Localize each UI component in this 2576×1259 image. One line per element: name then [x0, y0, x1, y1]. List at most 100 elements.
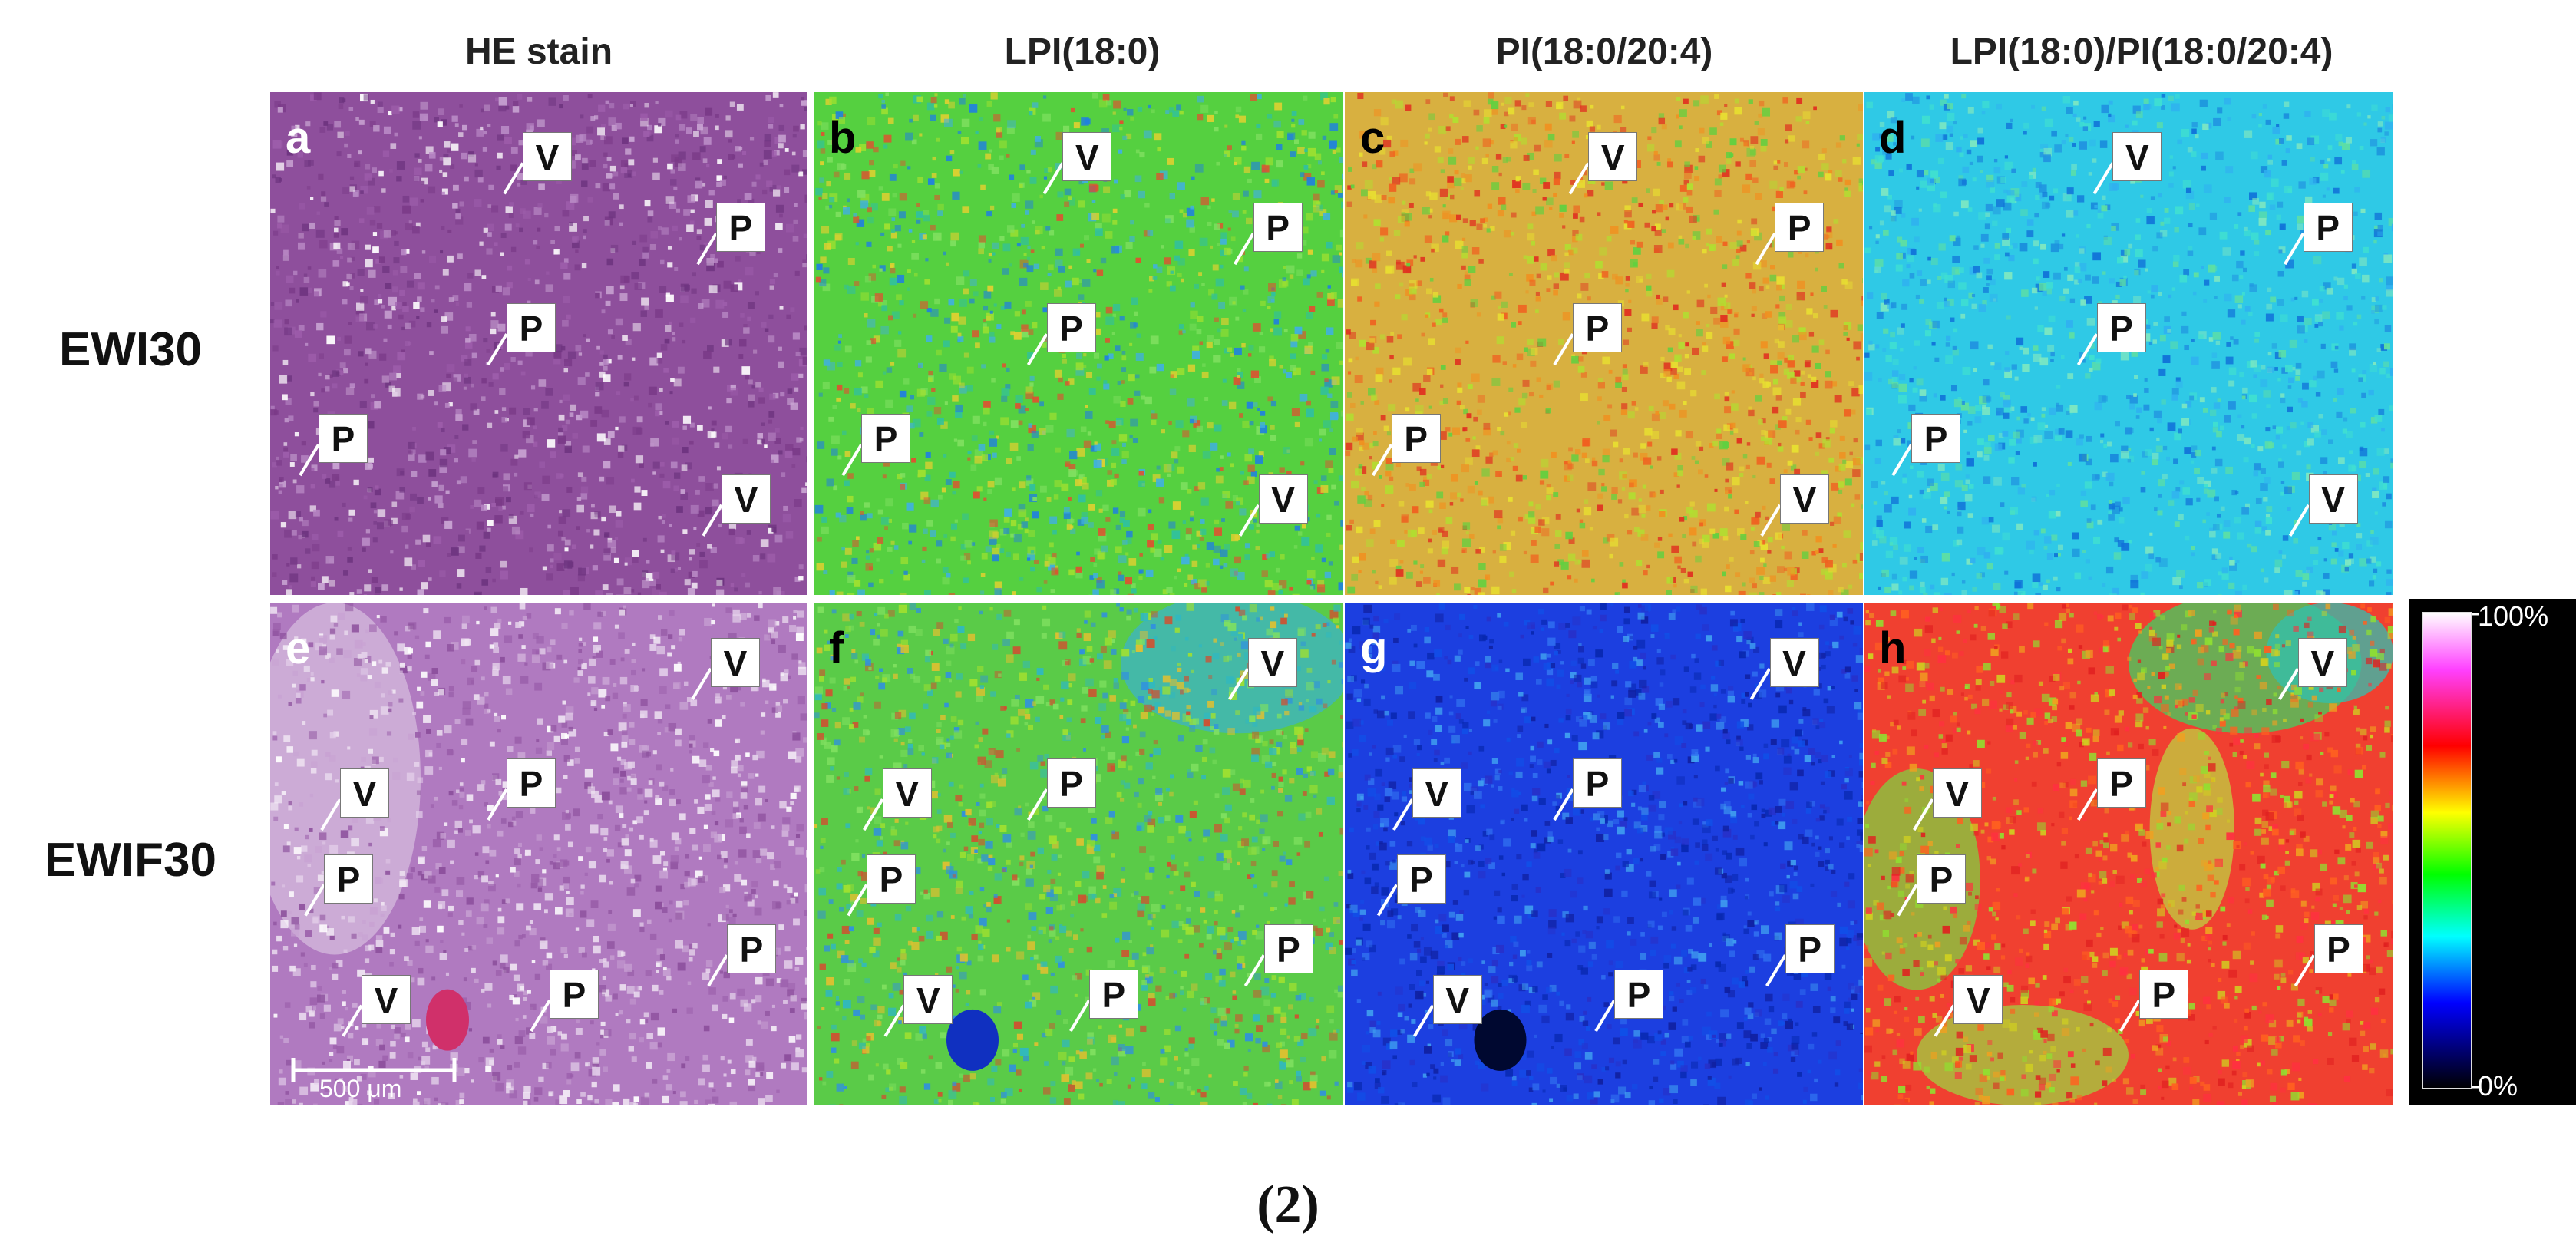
column-header-pi: PI(18:0/20:4) [1495, 31, 1713, 72]
row-header-ewi30: EWI30 [58, 323, 203, 376]
tag-pointer-line [1934, 1004, 1956, 1037]
tag-pointer-line [487, 788, 508, 821]
tag-v: V [1932, 768, 1982, 818]
tag-pointer-line [1026, 788, 1049, 821]
tag-p: P [716, 203, 765, 253]
panel-letter: g [1360, 623, 1388, 673]
tag-pointer-line [487, 333, 508, 366]
tag-p: P [727, 924, 776, 974]
tag-pointer-line [1413, 1004, 1435, 1037]
tag-p: P [1911, 414, 1961, 464]
scale-bar [291, 1058, 457, 1082]
tag-p: P [507, 303, 556, 353]
tag-p: P [861, 414, 911, 464]
tag-p: P [1046, 303, 1096, 353]
tag-pointer-line [2119, 1000, 2141, 1033]
tag-v: V [1412, 768, 1461, 818]
tag-v: V [903, 974, 953, 1024]
panel-a: a V P P P V [270, 92, 807, 595]
tag-p: P [1396, 854, 1446, 904]
panel-letter: e [286, 623, 311, 673]
tag-pointer-line [2076, 333, 2099, 366]
tag-pointer-line [847, 884, 868, 917]
tag-pointer-line [1594, 1000, 1616, 1033]
tag-p: P [507, 758, 556, 808]
tag-pointer-line [1568, 162, 1590, 195]
tag-pointer-line [707, 954, 728, 987]
tag-v: V [2297, 637, 2347, 687]
tag-pointer-line [1392, 798, 1414, 831]
tag-p: P [319, 414, 368, 464]
tag-v: V [1953, 974, 2003, 1024]
panel-letter: h [1879, 623, 1907, 673]
panel-letter: b [829, 113, 857, 163]
tag-p: P [2138, 970, 2188, 1019]
tag-pointer-line [1238, 504, 1260, 537]
tag-pointer-line [841, 444, 863, 477]
tag-p: P [324, 854, 373, 904]
colorbar-gradient [2422, 612, 2479, 1089]
column-header-lpi: LPI(18:0) [1004, 31, 1161, 72]
colorbar: 100% 0% [2409, 599, 2576, 1105]
tag-pointer-line [1553, 333, 1574, 366]
tag-pointer-line [1372, 444, 1393, 477]
panel-c: c V P P P V [1345, 92, 1863, 595]
tag-p: P [1785, 924, 1835, 974]
tag-pointer-line [503, 162, 524, 195]
tag-pointer-line [691, 667, 712, 700]
tag-p: P [1263, 924, 1313, 974]
tag-p: P [1088, 970, 1138, 1019]
tag-pointer-line [299, 444, 320, 477]
tag-v: V [711, 637, 760, 687]
panel-e: e V V P P P V P 500 μm [270, 603, 807, 1105]
tag-v: V [2308, 474, 2358, 524]
figure-caption: (2) [1257, 1175, 1319, 1234]
panel-b: b V P P P V [814, 92, 1343, 595]
tag-v: V [1780, 474, 1829, 524]
column-header-he-stain: HE stain [464, 31, 613, 72]
tag-pointer-line [1891, 444, 1913, 477]
row-header-ewif30: EWIF30 [45, 834, 216, 887]
tag-pointer-line [1233, 233, 1255, 266]
tag-pointer-line [883, 1004, 906, 1037]
tag-p: P [2096, 303, 2146, 353]
column-header-ratio: LPI(18:0)/PI(18:0/20:4) [1950, 31, 2333, 72]
tag-pointer-line [2076, 788, 2099, 821]
tag-v: V [1247, 637, 1297, 687]
tag-pointer-line [1069, 1000, 1091, 1033]
tag-pointer-line [1026, 333, 1049, 366]
tag-p: P [550, 970, 599, 1019]
tag-p: P [2313, 924, 2363, 974]
tag-p: P [2303, 203, 2353, 253]
tag-pointer-line [1749, 667, 1772, 700]
tag-v: V [1588, 132, 1638, 182]
tag-p: P [1775, 203, 1825, 253]
panel-letter: c [1360, 113, 1385, 163]
tag-pointer-line [1243, 954, 1266, 987]
tag-pointer-line [1553, 788, 1574, 821]
colorbar-max-label: 100% [2478, 600, 2549, 632]
tag-pointer-line [862, 798, 884, 831]
panel-letter: a [286, 113, 311, 163]
colorbar-min-label: 0% [2478, 1070, 2518, 1102]
tag-pointer-line [1912, 798, 1934, 831]
tag-p: P [2096, 758, 2146, 808]
panel-letter: d [1879, 113, 1907, 163]
tag-v: V [722, 474, 771, 524]
tag-pointer-line [2278, 667, 2300, 700]
tag-v: V [882, 768, 932, 818]
tag-v: V [523, 132, 572, 182]
tag-pointer-line [304, 884, 325, 917]
tag-v: V [1432, 974, 1482, 1024]
tag-pointer-line [1042, 162, 1065, 195]
tag-p: P [1253, 203, 1303, 253]
tag-pointer-line [320, 798, 342, 831]
tag-p: P [1046, 758, 1096, 808]
tag-pointer-line [1897, 884, 1918, 917]
tag-pointer-line [1376, 884, 1399, 917]
tag-v: V [2112, 132, 2162, 182]
scale-bar-label: 500 μm [319, 1075, 402, 1102]
